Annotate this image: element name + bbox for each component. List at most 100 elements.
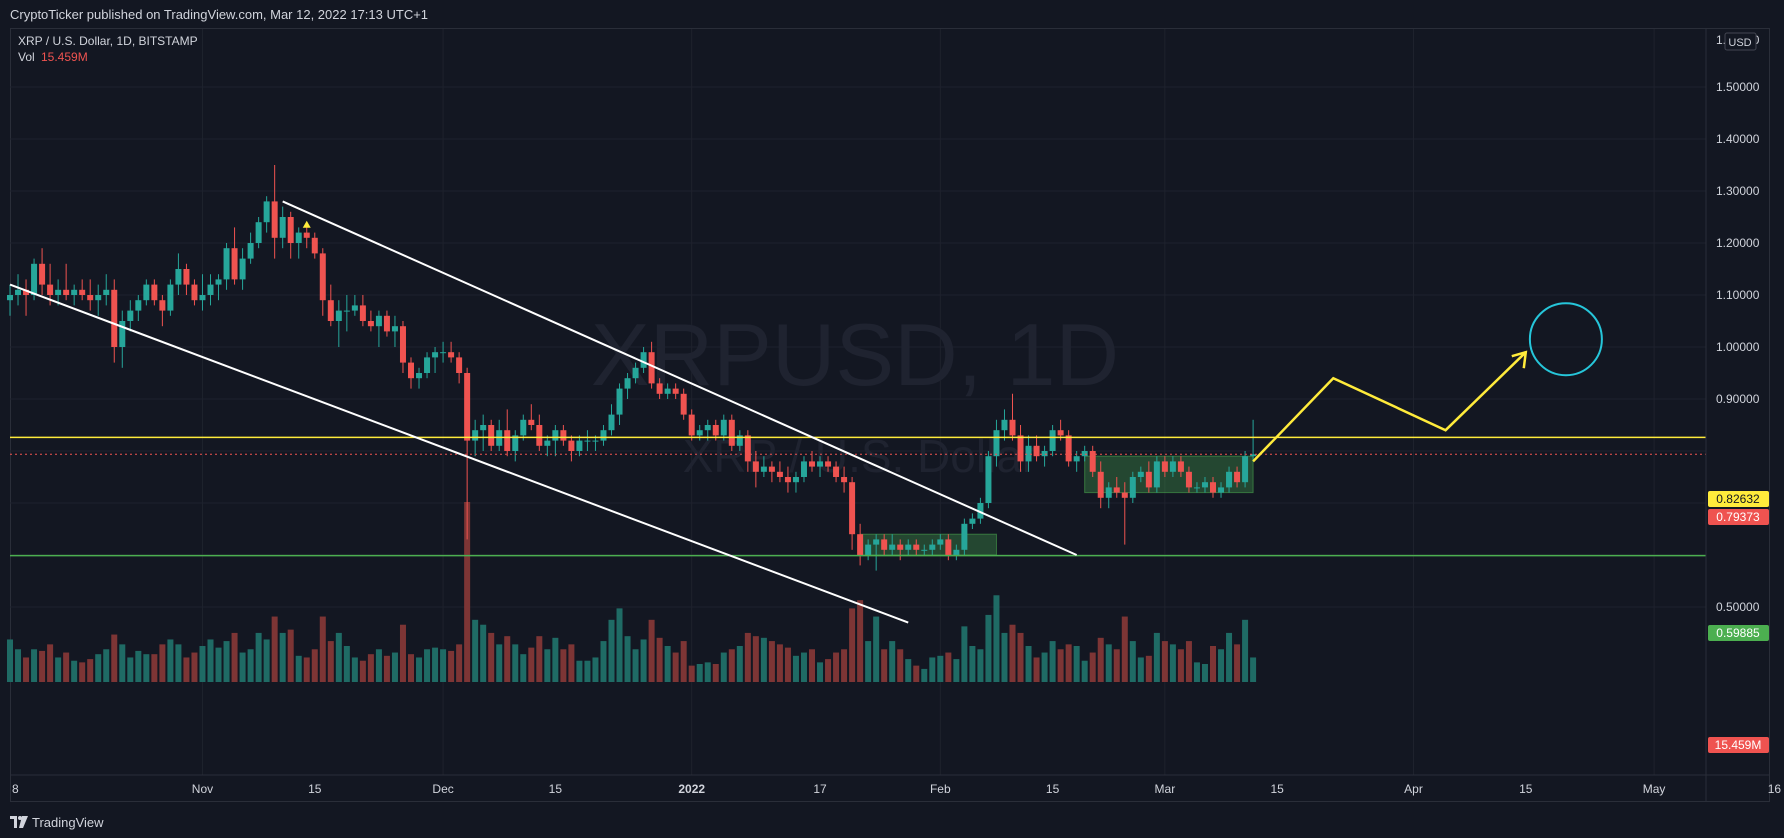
candle-body: [672, 388, 679, 394]
publication-header: CryptoTicker published on TradingView.co…: [0, 0, 1784, 28]
volume-bar: [23, 657, 30, 682]
volume-bar: [47, 644, 54, 682]
volume-bar: [279, 632, 286, 682]
candle-body: [1121, 492, 1128, 498]
price-chart[interactable]: XRPUSD, 1D XRP / U.S. Dollar 1.50000 1.40…: [0, 0, 1784, 804]
candle-body: [87, 295, 94, 301]
candle-body: [311, 237, 318, 254]
volume-bar: [817, 662, 824, 682]
candle-body: [792, 477, 799, 483]
time-tick-label: 15: [1046, 782, 1060, 796]
candle-body: [520, 419, 527, 436]
volume-bar: [408, 654, 414, 682]
volume-bars: [7, 502, 1257, 682]
legend-symbol-line[interactable]: XRP / U.S. Dollar, 1D, BITSTAMP: [18, 34, 198, 48]
candle-body: [1113, 487, 1120, 493]
footer-bar: TradingView: [0, 804, 1784, 838]
consolidation-box: [859, 533, 997, 556]
candle-body: [544, 440, 551, 446]
candle-body: [79, 289, 86, 295]
candle-body: [135, 300, 142, 311]
chart-frame: [10, 28, 1770, 802]
volume-bar: [1033, 657, 1040, 682]
candle-body: [175, 269, 182, 285]
tradingview-brand[interactable]: TradingView: [32, 815, 104, 830]
candle-body: [351, 305, 358, 311]
volume-bar: [520, 654, 527, 682]
candle-body: [159, 300, 166, 311]
volume-bar: [704, 662, 711, 682]
volume-bar: [1193, 662, 1200, 682]
candle-body: [279, 217, 286, 238]
volume-bar: [432, 647, 439, 682]
candle-body: [1242, 456, 1249, 483]
candle-body: [953, 549, 960, 555]
candle-body: [712, 425, 719, 436]
trend-drawings: [9, 200, 1603, 624]
support-price-text: 0.59885: [1716, 626, 1760, 640]
volume-bar: [1185, 641, 1192, 682]
candle-body: [937, 539, 944, 545]
candle-body: [383, 315, 390, 332]
resistance-price-label: [1708, 491, 1769, 507]
channel-upper-line: [282, 200, 1078, 556]
trend-marker-icon: [302, 220, 311, 228]
candle-body: [817, 461, 824, 467]
price-tick-label: 1.10000: [1716, 288, 1760, 302]
volume-bar: [448, 650, 455, 682]
candle-body: [71, 289, 78, 295]
volume-bar: [905, 659, 912, 682]
price-tick-label: 0.90000: [1716, 392, 1760, 406]
volume-bar: [1177, 649, 1184, 682]
volume-bar: [1073, 646, 1080, 682]
candle-body: [1226, 471, 1233, 488]
candle-body: [303, 232, 310, 238]
candle-body: [616, 388, 623, 415]
volume-bar: [536, 636, 543, 682]
volume-bar: [664, 646, 671, 682]
volume-bar: [552, 637, 559, 682]
candle-body: [897, 544, 904, 550]
volume-bar: [127, 657, 134, 682]
volume-bar: [1201, 664, 1208, 682]
last-price-label: [1708, 509, 1769, 525]
volume-bar: [568, 644, 575, 682]
volume-bar: [1129, 641, 1136, 682]
volume-bar: [1041, 652, 1048, 682]
candle-body: [1041, 451, 1048, 457]
candle-body: [1089, 451, 1096, 472]
volume-bar: [327, 641, 334, 682]
legend-vol-value: 15.459M: [41, 50, 88, 64]
candle-body: [680, 393, 687, 415]
candle-body: [833, 466, 840, 477]
price-tick-label: 1.40000: [1716, 132, 1760, 146]
candle-body: [1073, 456, 1080, 462]
candle-body: [416, 373, 423, 379]
time-tick-label: 15: [549, 782, 563, 796]
candle-body: [744, 435, 751, 462]
volume-bar: [608, 619, 615, 682]
candle-body: [15, 289, 22, 295]
volume-bar: [1025, 646, 1032, 682]
volume-bar: [359, 660, 366, 682]
volume-bar: [1234, 644, 1241, 682]
volume-bar: [79, 662, 86, 682]
projection-path: [1252, 351, 1527, 463]
candle-body: [985, 456, 992, 503]
candle-body: [263, 201, 270, 223]
volume-bar: [119, 644, 126, 682]
candle-body: [63, 289, 70, 295]
volume-bar: [1250, 657, 1257, 682]
volume-bar: [760, 637, 767, 682]
candle-body: [215, 279, 222, 285]
volume-bar: [616, 608, 623, 682]
time-tick-label: 15: [1519, 782, 1533, 796]
volume-bar: [696, 664, 703, 682]
volume-bar: [87, 659, 94, 682]
volume-bar: [239, 652, 246, 682]
candle-body: [375, 315, 382, 327]
volume-bar: [857, 600, 864, 682]
volume-bar: [1242, 619, 1249, 682]
currency-badge[interactable]: [1724, 32, 1757, 51]
candle-body: [905, 544, 912, 550]
